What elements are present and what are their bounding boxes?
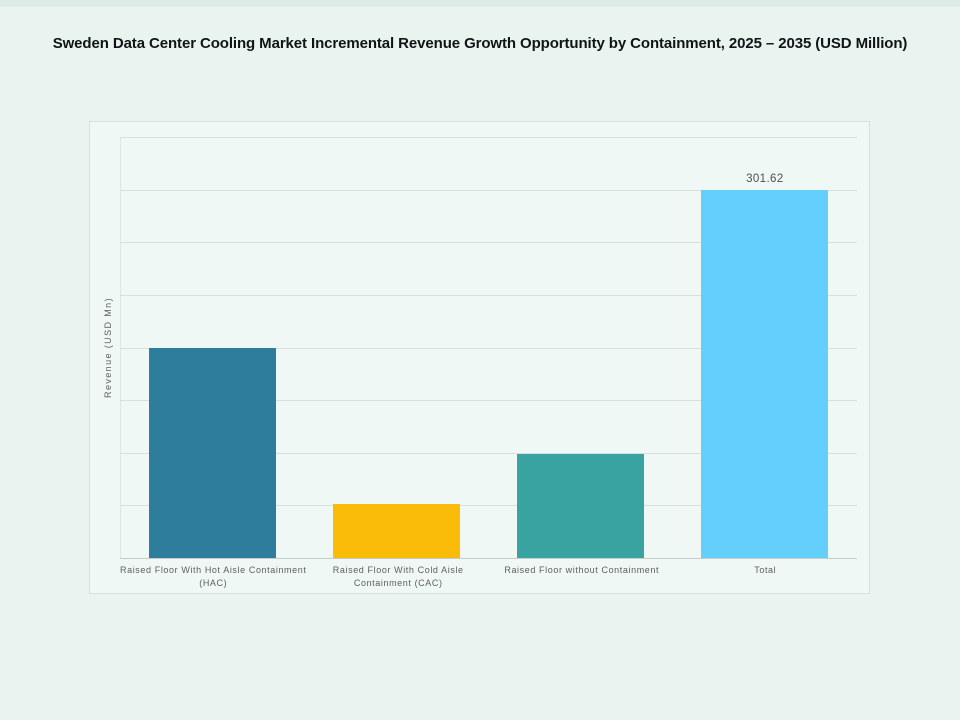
bar-slot <box>304 137 488 558</box>
gridline <box>120 400 857 402</box>
x-tick-label-line: Raised Floor without Containment <box>504 565 660 575</box>
x-tick-label-line: Raised Floor With Hot Aisle Containment <box>120 565 307 575</box>
y-axis-title-wrap: Revenue (USD Mn) <box>98 137 118 558</box>
bar-1 <box>148 348 276 558</box>
bar-slot <box>120 137 304 558</box>
page-top-strip <box>0 0 960 7</box>
gridline <box>120 189 857 191</box>
x-tick-label: Raised Floor With Hot Aisle Containment (… <box>120 564 306 589</box>
x-tick-label-line: Containment (CAC) <box>353 577 443 588</box>
bar-4 <box>701 190 829 558</box>
bar-2 <box>332 504 460 558</box>
bars: 301.62 <box>120 137 857 558</box>
x-axis-labels: Raised Floor With Hot Aisle Containment (… <box>120 564 857 589</box>
x-tick-label: Raised Floor without Containment <box>490 564 674 589</box>
chart-panel: Revenue (USD Mn) 301.62 Raised Floor Wit… <box>89 121 870 594</box>
bar-3 <box>517 454 645 558</box>
x-tick-label-line: Raised Floor With Cold Aisle <box>332 565 464 575</box>
bar-slot <box>489 137 673 558</box>
x-tick-label: Total <box>674 564 858 589</box>
x-tick-label-line: Total <box>754 565 777 575</box>
x-tick-label-line: (HAC) <box>199 577 228 588</box>
plot-area: 301.62 <box>120 137 857 559</box>
gridline <box>120 347 857 349</box>
y-axis-title: Revenue (USD Mn) <box>103 297 113 398</box>
gridline <box>120 505 857 507</box>
gridline <box>120 137 857 138</box>
x-axis-line <box>120 558 857 559</box>
bar-value-label: 301.62 <box>746 173 784 185</box>
x-tick-label: Raised Floor With Cold Aisle Containment … <box>306 564 490 589</box>
bar-slot: 301.62 <box>673 137 857 558</box>
gridline <box>120 294 857 296</box>
gridline <box>120 242 857 244</box>
chart-title: Sweden Data Center Cooling Market Increm… <box>52 35 908 52</box>
gridline <box>120 452 857 454</box>
